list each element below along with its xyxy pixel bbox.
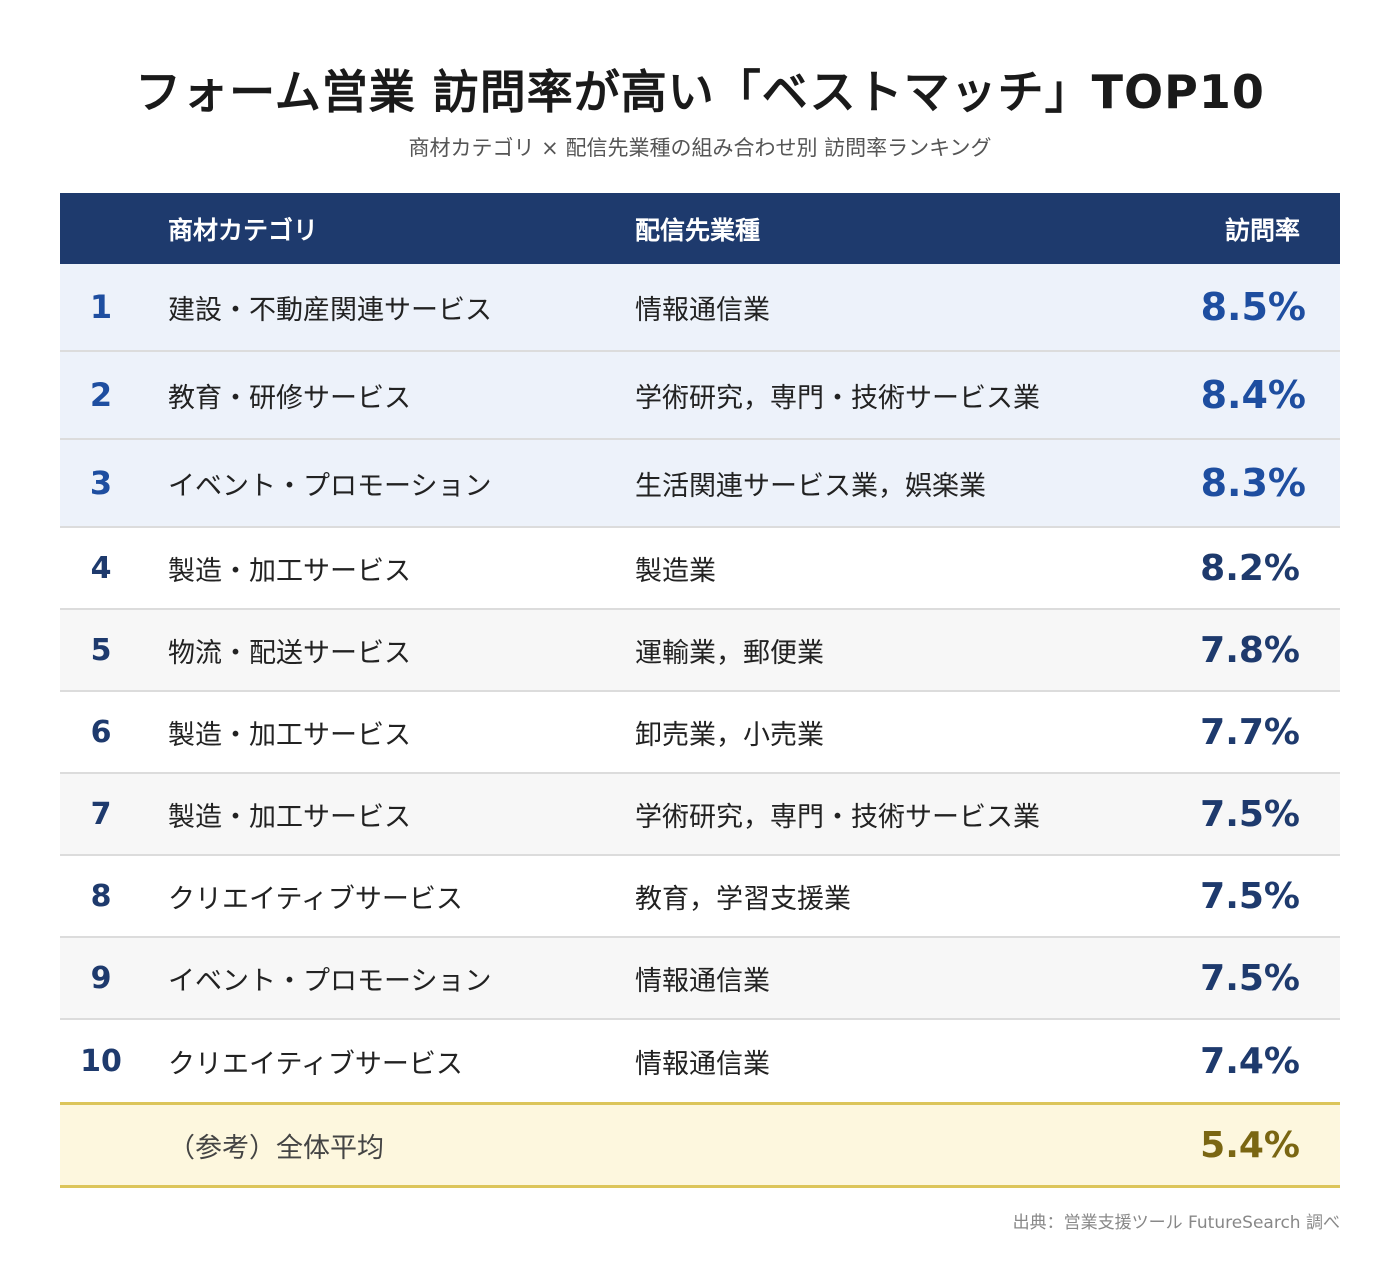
- industry-cell: 情報通信業: [635, 1048, 770, 1080]
- rank-cell: 6: [90, 714, 112, 750]
- rank-cell: 1: [89, 288, 113, 326]
- category-cell: イベント・プロモーション: [168, 965, 492, 997]
- table-row: 9 イベント・プロモーション 情報通信業 7.5%: [60, 938, 1340, 1020]
- industry-cell: 学術研究，専門・技術サービス業: [635, 382, 1040, 414]
- rank-cell: 10: [80, 1043, 122, 1079]
- source-note: 出典：営業支援ツール FutureSearch 調べ: [1012, 1213, 1340, 1233]
- category-cell: 製造・加工サービス: [168, 555, 411, 587]
- table-row: 5 物流・配送サービス 運輸業，郵便業 7.8%: [60, 610, 1340, 692]
- industry-cell: 製造業: [635, 555, 716, 587]
- table-body: 1 建設・不動産関連サービス 情報通信業 8.5% 2 教育・研修サービス 学術研究，専門・…: [60, 264, 1340, 1102]
- rate-cell: 8.3%: [1200, 461, 1306, 505]
- table-row: 4 製造・加工サービス 製造業 8.2%: [60, 528, 1340, 610]
- table-row: 1 建設・不動産関連サービス 情報通信業 8.5%: [60, 264, 1340, 352]
- industry-cell: 卸売業，小売業: [635, 719, 824, 751]
- average-label: （参考）全体平均: [168, 1132, 384, 1164]
- category-cell: クリエイティブサービス: [168, 883, 463, 915]
- table-row: 3 イベント・プロモーション 生活関連サービス業，娯楽業 8.3%: [60, 440, 1340, 528]
- header-industry: 配信先業種: [635, 215, 761, 245]
- category-cell: 製造・加工サービス: [168, 801, 411, 833]
- rank-cell: 8: [90, 878, 112, 914]
- industry-cell: 運輸業，郵便業: [635, 637, 824, 669]
- rate-cell: 7.5%: [1200, 957, 1300, 999]
- header-category: 商材カテゴリ: [168, 215, 319, 245]
- table-header: 商材カテゴリ 配信先業種 訪問率: [60, 193, 1340, 264]
- average-rate: 5.4%: [1200, 1124, 1300, 1166]
- rank-cell: 9: [90, 960, 112, 996]
- category-cell: 製造・加工サービス: [168, 719, 411, 751]
- rate-cell: 7.5%: [1200, 793, 1300, 835]
- header-rate: 訪問率: [1224, 215, 1300, 245]
- rank-cell: 5: [90, 632, 112, 668]
- average-row: （参考）全体平均 5.4%: [60, 1102, 1340, 1188]
- table-row: 10 クリエイティブサービス 情報通信業 7.4%: [60, 1020, 1340, 1102]
- industry-cell: 教育，学習支援業: [635, 883, 851, 915]
- category-cell: 教育・研修サービス: [168, 382, 411, 414]
- rank-cell: 2: [89, 376, 113, 414]
- table-row: 8 クリエイティブサービス 教育，学習支援業 7.5%: [60, 856, 1340, 938]
- category-cell: 物流・配送サービス: [168, 637, 411, 669]
- rank-cell: 7: [90, 796, 112, 832]
- ranking-table: 商材カテゴリ 配信先業種 訪問率 1 建設・不動産関連サービス 情報通信業 8.5% 2…: [60, 193, 1340, 1188]
- rate-cell: 8.2%: [1200, 547, 1300, 589]
- category-cell: 建設・不動産関連サービス: [168, 294, 492, 326]
- rate-cell: 7.4%: [1200, 1040, 1300, 1082]
- table-row: 2 教育・研修サービス 学術研究，専門・技術サービス業 8.4%: [60, 352, 1340, 440]
- table-row: 7 製造・加工サービス 学術研究，専門・技術サービス業 7.5%: [60, 774, 1340, 856]
- page-subtitle: 商材カテゴリ × 配信先業種の組み合わせ別 訪問率ランキング: [408, 136, 992, 160]
- category-cell: イベント・プロモーション: [168, 470, 492, 502]
- rate-cell: 8.5%: [1200, 285, 1306, 329]
- industry-cell: 情報通信業: [635, 965, 770, 997]
- industry-cell: 情報通信業: [635, 294, 770, 326]
- rank-cell: 3: [89, 464, 113, 502]
- page-title: フォーム営業 訪問率が高い「ベストマッチ」TOP10: [135, 65, 1265, 119]
- table-row: 6 製造・加工サービス 卸売業，小売業 7.7%: [60, 692, 1340, 774]
- industry-cell: 生活関連サービス業，娯楽業: [635, 470, 986, 502]
- industry-cell: 学術研究，専門・技術サービス業: [635, 801, 1040, 833]
- category-cell: クリエイティブサービス: [168, 1048, 463, 1080]
- rate-cell: 8.4%: [1200, 373, 1306, 417]
- rate-cell: 7.7%: [1200, 711, 1300, 753]
- rank-cell: 4: [90, 550, 112, 586]
- rate-cell: 7.5%: [1200, 875, 1300, 917]
- rate-cell: 7.8%: [1200, 629, 1300, 671]
